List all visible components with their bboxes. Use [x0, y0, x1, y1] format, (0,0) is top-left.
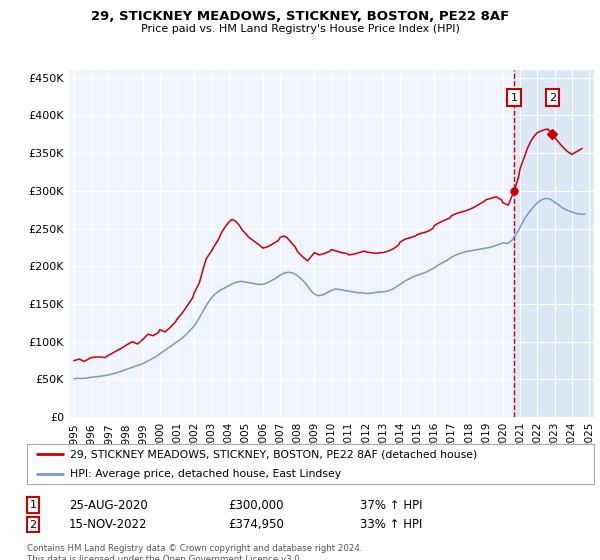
Text: £300,000: £300,000 — [228, 498, 284, 512]
Bar — [514, 70, 594, 417]
Text: 29, STICKNEY MEADOWS, STICKNEY, BOSTON, PE22 8AF (detached house): 29, STICKNEY MEADOWS, STICKNEY, BOSTON, … — [70, 449, 477, 459]
Text: 29, STICKNEY MEADOWS, STICKNEY, BOSTON, PE22 8AF: 29, STICKNEY MEADOWS, STICKNEY, BOSTON, … — [91, 10, 509, 23]
Text: Price paid vs. HM Land Registry's House Price Index (HPI): Price paid vs. HM Land Registry's House … — [140, 24, 460, 34]
Text: 1: 1 — [29, 500, 37, 510]
Text: 2: 2 — [549, 93, 556, 103]
Text: 25-AUG-2020: 25-AUG-2020 — [69, 498, 148, 512]
FancyBboxPatch shape — [27, 444, 594, 484]
Text: 1: 1 — [511, 93, 518, 103]
Text: 15-NOV-2022: 15-NOV-2022 — [69, 518, 148, 531]
Text: HPI: Average price, detached house, East Lindsey: HPI: Average price, detached house, East… — [70, 469, 341, 479]
Text: Contains HM Land Registry data © Crown copyright and database right 2024.
This d: Contains HM Land Registry data © Crown c… — [27, 544, 362, 560]
Text: £374,950: £374,950 — [228, 518, 284, 531]
Text: 37% ↑ HPI: 37% ↑ HPI — [360, 498, 422, 512]
Text: 33% ↑ HPI: 33% ↑ HPI — [360, 518, 422, 531]
Text: 2: 2 — [29, 520, 37, 530]
